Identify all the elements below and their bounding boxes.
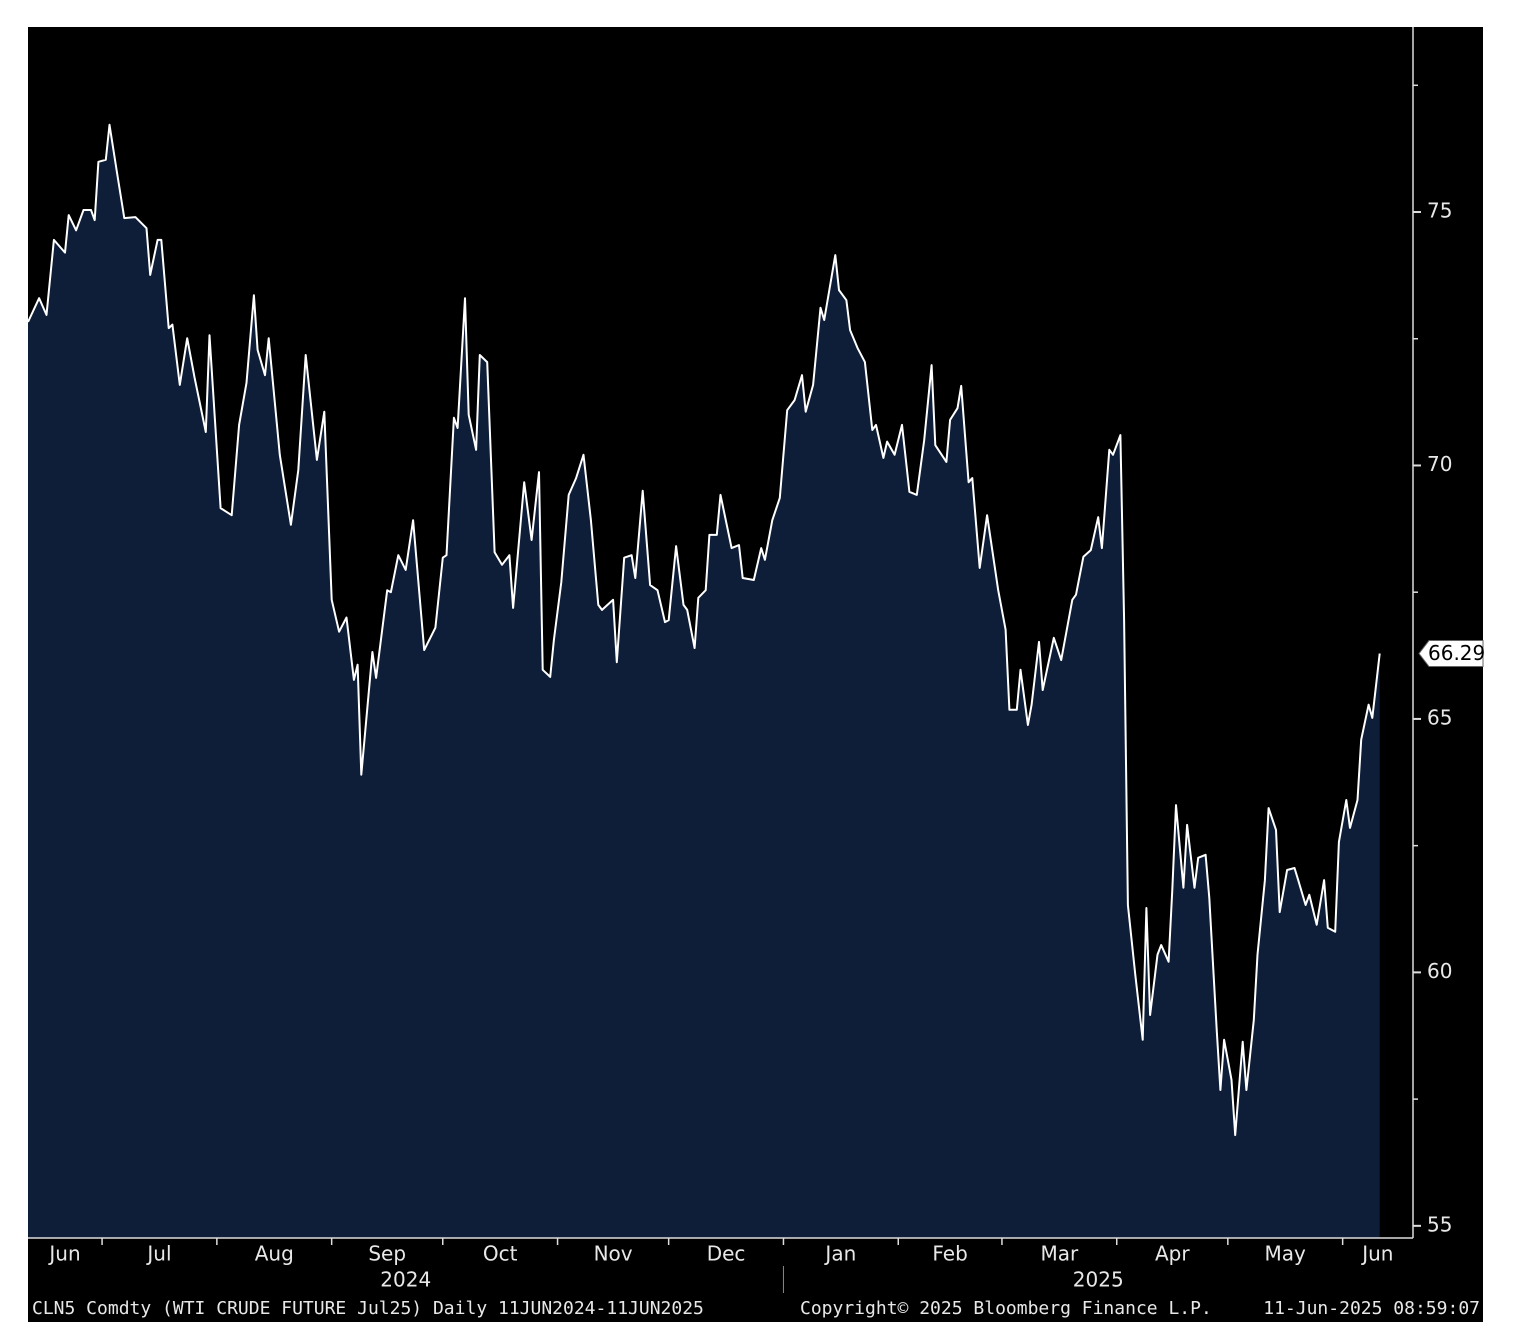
year-label: 2025 <box>1073 1268 1124 1292</box>
footer-copyright: Copyright© 2025 Bloomberg Finance L.P. <box>800 1298 1212 1319</box>
x-tick-label: Jun <box>47 1242 80 1266</box>
x-tick-label: Dec <box>707 1242 746 1266</box>
x-tick-label: Nov <box>594 1242 633 1266</box>
x-tick-label: Oct <box>483 1242 518 1266</box>
area-fill <box>28 124 1380 1238</box>
x-tick-label: Apr <box>1155 1242 1190 1266</box>
price-line <box>27 123 1381 1137</box>
x-tick-label: Feb <box>932 1242 967 1266</box>
x-tick-label: Aug <box>255 1242 294 1266</box>
x-tick-label: May <box>1265 1242 1307 1266</box>
year-label: 2024 <box>380 1268 431 1292</box>
y-tick-label: 60 <box>1427 959 1452 983</box>
footer-security: CLN5 Comdty (WTI CRUDE FUTURE Jul25) Dai… <box>32 1298 704 1319</box>
y-tick-label: 70 <box>1427 452 1452 476</box>
footer-timestamp: 11-Jun-2025 08:59:07 <box>1263 1298 1480 1319</box>
x-tick-label: Mar <box>1040 1242 1079 1266</box>
x-tick-label: Jul <box>145 1242 171 1266</box>
y-tick-label: 55 <box>1427 1212 1452 1236</box>
x-tick-label: Jun <box>1360 1242 1393 1266</box>
x-tick-label: Sep <box>368 1242 406 1266</box>
y-tick-label: 75 <box>1427 199 1452 223</box>
last-value-tag <box>1418 640 1484 668</box>
x-tick-label: Jan <box>823 1242 856 1266</box>
y-tick-label: 65 <box>1427 705 1452 729</box>
last-value-label: 66.29 <box>1428 641 1485 665</box>
